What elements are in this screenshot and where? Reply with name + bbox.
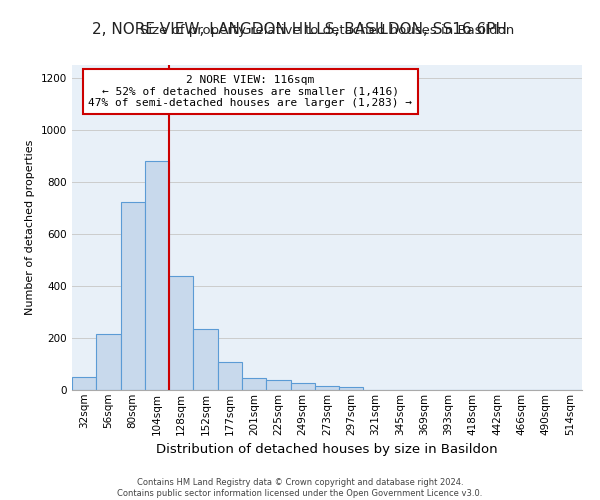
Bar — [121, 202, 145, 390]
Bar — [72, 377, 96, 390]
Text: Contains HM Land Registry data © Crown copyright and database right 2024.
Contai: Contains HM Land Registry data © Crown c… — [118, 478, 482, 498]
Text: 2 NORE VIEW: 116sqm
← 52% of detached houses are smaller (1,416)
47% of semi-det: 2 NORE VIEW: 116sqm ← 52% of detached ho… — [89, 74, 413, 108]
Title: Size of property relative to detached houses in Basildon: Size of property relative to detached ho… — [140, 24, 514, 38]
Bar — [218, 362, 242, 390]
Bar — [266, 380, 290, 390]
Text: 2, NORE VIEW, LANGDON HILLS, BASILDON, SS16 6PH: 2, NORE VIEW, LANGDON HILLS, BASILDON, S… — [92, 22, 508, 38]
Bar — [96, 334, 121, 390]
Bar — [315, 386, 339, 390]
Y-axis label: Number of detached properties: Number of detached properties — [25, 140, 35, 315]
Bar — [145, 161, 169, 390]
Bar — [242, 378, 266, 390]
Bar — [290, 383, 315, 390]
Bar — [193, 329, 218, 390]
X-axis label: Distribution of detached houses by size in Basildon: Distribution of detached houses by size … — [156, 443, 498, 456]
Bar — [169, 276, 193, 390]
Bar — [339, 388, 364, 390]
